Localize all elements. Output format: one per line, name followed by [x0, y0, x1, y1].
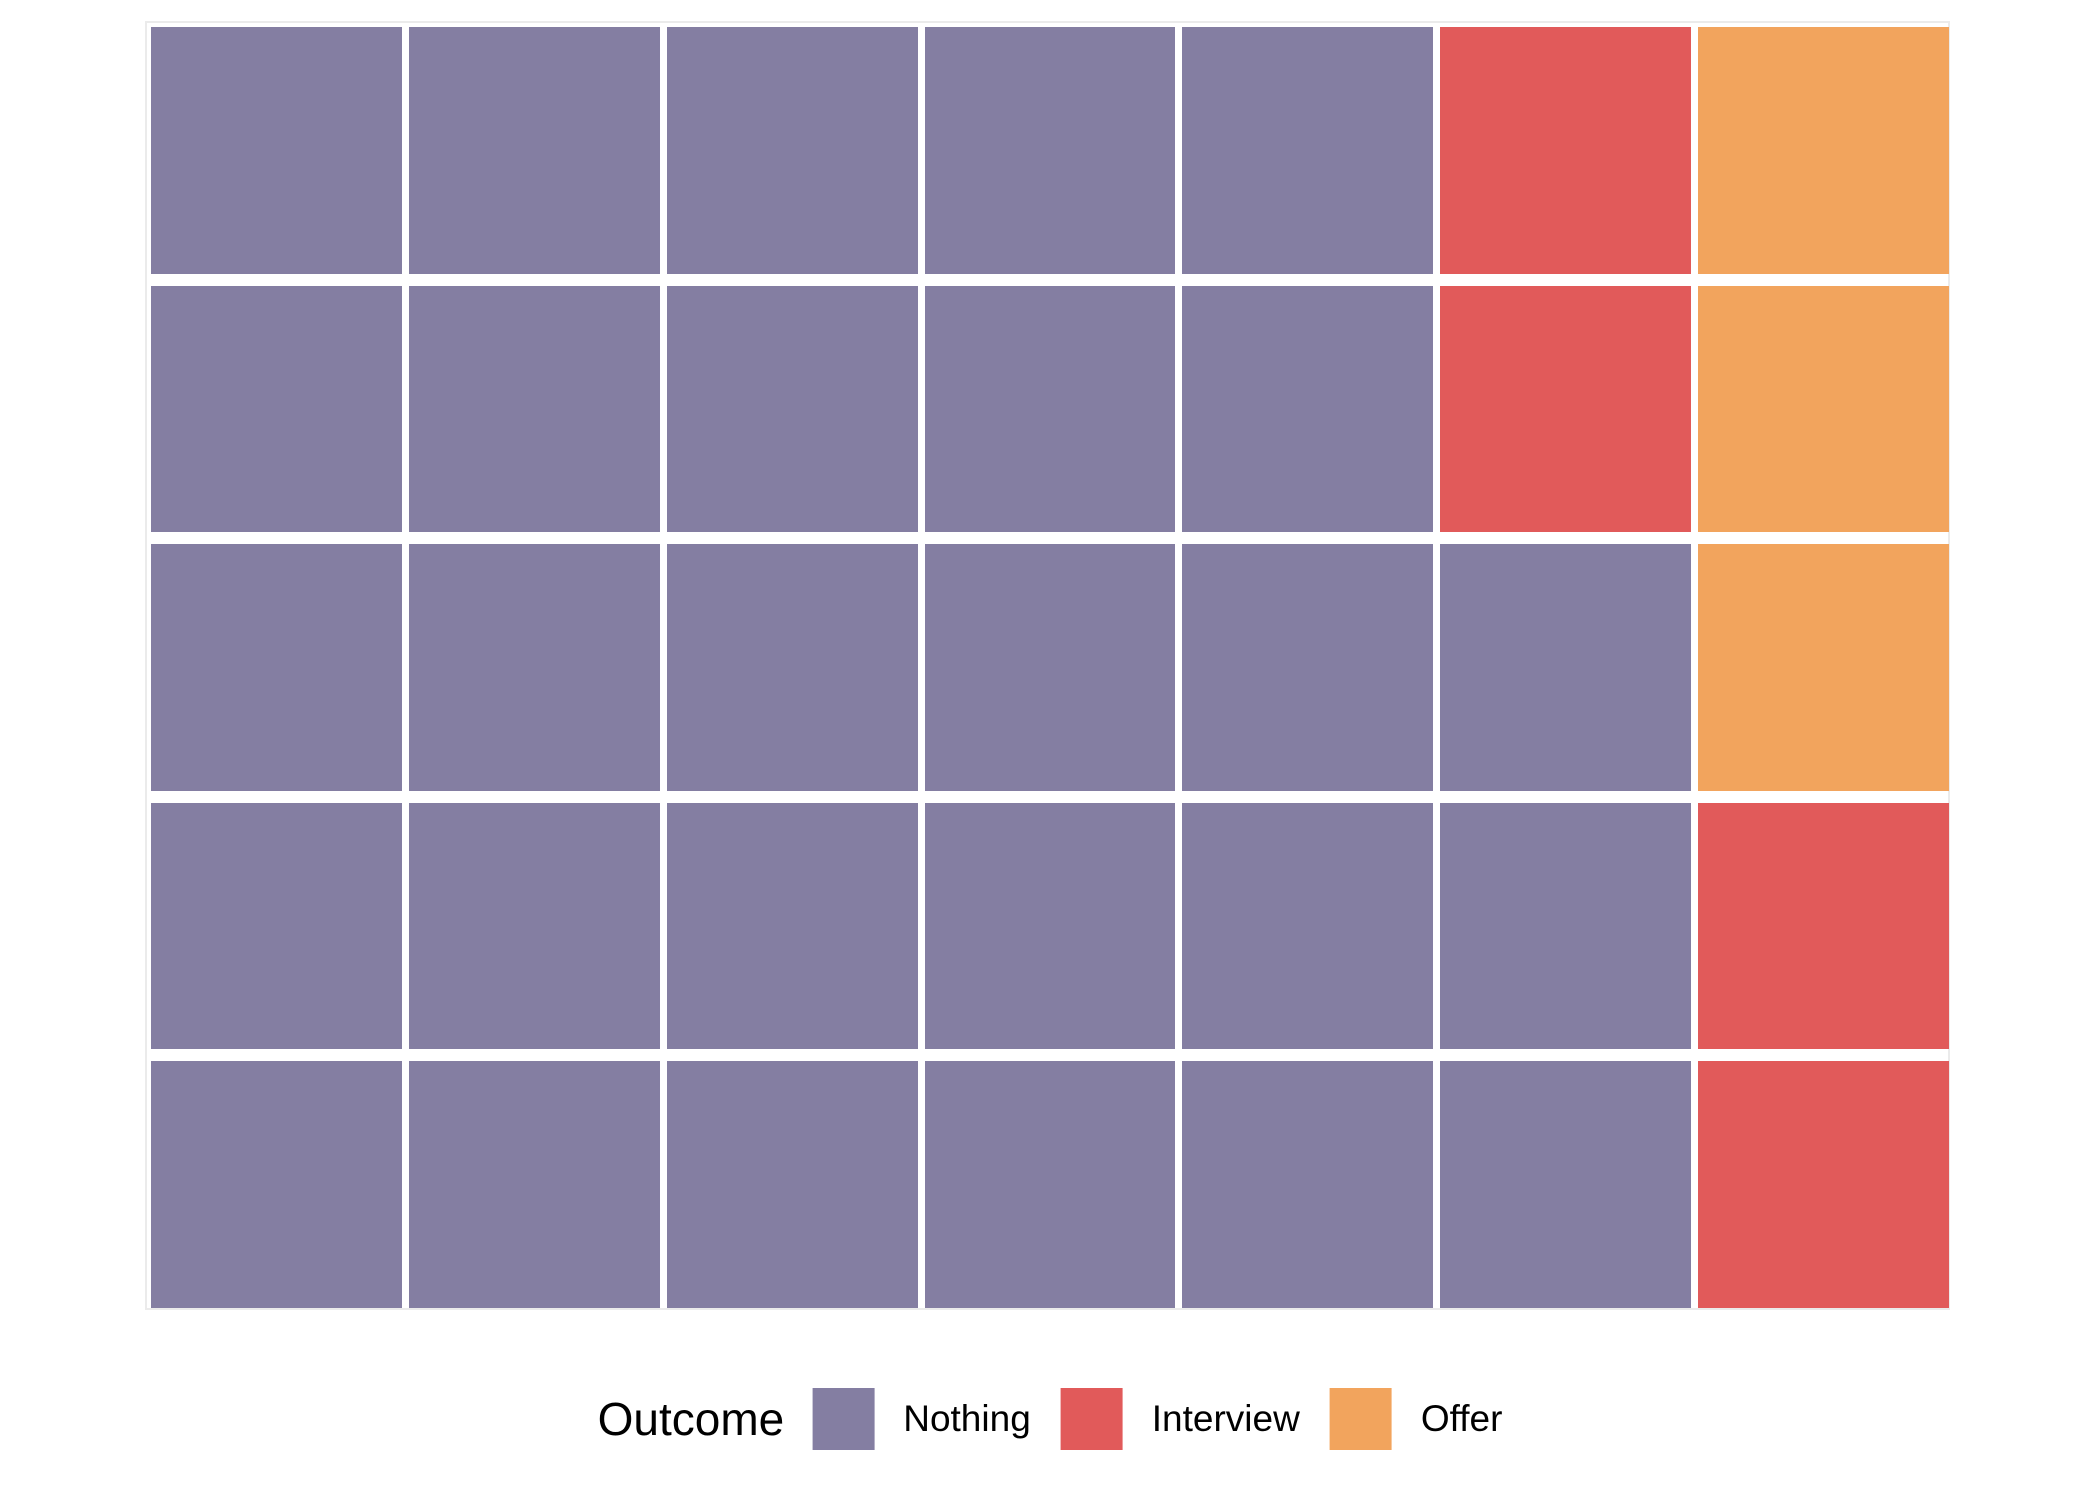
waffle-cell-r5c1-nothing — [151, 1061, 402, 1308]
waffle-cell-r3c7-offer — [1698, 544, 1949, 791]
waffle-cell-r3c3-nothing — [666, 544, 918, 791]
legend-label-nothing: Nothing — [903, 1398, 1031, 1439]
waffle-cell-r2c4-nothing — [924, 285, 1176, 533]
waffle-cell-r3c4-nothing — [924, 544, 1176, 791]
waffle-cell-r3c5-nothing — [1182, 544, 1434, 791]
legend-item-interview: Interview — [1060, 1388, 1300, 1450]
waffle-cell-r1c3-nothing — [666, 27, 918, 274]
waffle-grid — [151, 27, 1949, 1308]
waffle-cell-r1c6-interview — [1440, 27, 1692, 274]
waffle-cell-r2c1-nothing — [151, 285, 402, 533]
legend-swatch-interview — [1060, 1388, 1123, 1450]
waffle-cell-r2c3-nothing — [666, 285, 918, 533]
waffle-cell-r2c2-nothing — [408, 285, 660, 533]
waffle-cell-r4c2-nothing — [408, 802, 660, 1050]
waffle-cell-r5c3-nothing — [666, 1061, 918, 1308]
waffle-cell-r3c6-nothing — [1440, 544, 1692, 791]
waffle-cell-r4c5-nothing — [1182, 802, 1434, 1050]
legend-swatch-offer — [1329, 1388, 1392, 1450]
legend-items: Nothing Interview Offer — [812, 1388, 1502, 1450]
legend-title: Outcome — [597, 1393, 785, 1445]
waffle-cell-r3c1-nothing — [151, 544, 402, 791]
legend-swatch-nothing — [812, 1388, 875, 1450]
waffle-cell-r4c7-interview — [1698, 802, 1949, 1050]
waffle-cell-r2c5-nothing — [1182, 285, 1434, 533]
waffle-cell-r5c2-nothing — [408, 1061, 660, 1308]
waffle-cell-r5c5-nothing — [1182, 1061, 1434, 1308]
waffle-cell-r5c4-nothing — [924, 1061, 1176, 1308]
waffle-cell-r1c4-nothing — [924, 27, 1176, 274]
legend-item-offer: Offer — [1329, 1388, 1503, 1450]
waffle-cell-r1c2-nothing — [408, 27, 660, 274]
legend-label-offer: Offer — [1420, 1398, 1503, 1439]
waffle-cell-r4c3-nothing — [666, 802, 918, 1050]
waffle-cell-r5c6-nothing — [1440, 1061, 1692, 1308]
waffle-cell-r4c6-nothing — [1440, 802, 1692, 1050]
waffle-cell-r3c2-nothing — [408, 544, 660, 791]
waffle-cell-r1c7-offer — [1698, 27, 1949, 274]
legend-label-interview: Interview — [1151, 1398, 1300, 1439]
legend: Outcome Nothing Interview Offer — [597, 1388, 1502, 1450]
waffle-cell-r2c7-offer — [1698, 285, 1949, 533]
waffle-cell-r1c1-nothing — [151, 27, 402, 274]
waffle-cell-r5c7-interview — [1698, 1061, 1949, 1308]
legend-item-nothing: Nothing — [812, 1388, 1031, 1450]
waffle-cell-r2c6-interview — [1440, 285, 1692, 533]
waffle-cell-r4c4-nothing — [924, 802, 1176, 1050]
waffle-cell-r4c1-nothing — [151, 802, 402, 1050]
waffle-cell-r1c5-nothing — [1182, 27, 1434, 274]
